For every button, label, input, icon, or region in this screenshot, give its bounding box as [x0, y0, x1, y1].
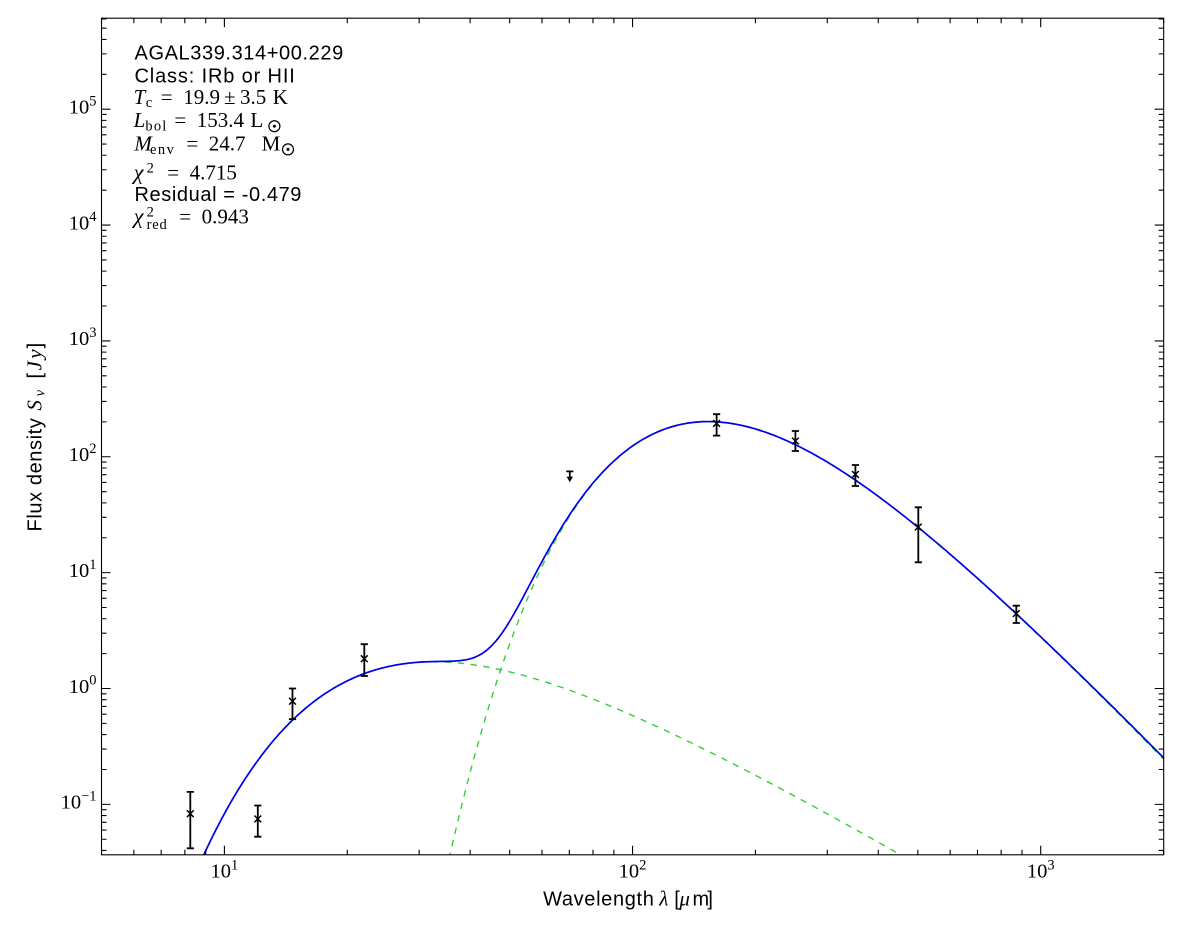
- svg-text:2: 2: [147, 205, 154, 221]
- svg-text:[: [: [674, 888, 680, 910]
- svg-text:env: env: [150, 142, 175, 158]
- svg-text:4.715: 4.715: [190, 160, 237, 184]
- svg-text:T: T: [134, 85, 147, 109]
- svg-text:y: y: [22, 349, 46, 361]
- svg-text:0.943: 0.943: [202, 205, 249, 229]
- svg-text:K: K: [273, 85, 288, 109]
- svg-text:χ: χ: [132, 204, 145, 229]
- svg-text:3.5: 3.5: [240, 85, 266, 109]
- svg-text:19.9: 19.9: [183, 85, 220, 109]
- svg-text:M: M: [133, 132, 153, 156]
- svg-text:L: L: [250, 108, 263, 132]
- svg-text:χ: χ: [132, 159, 145, 184]
- svg-text:±: ±: [224, 85, 236, 109]
- svg-text:ν: ν: [33, 389, 49, 396]
- svg-text:]: ]: [24, 343, 46, 349]
- svg-text:=: =: [179, 205, 191, 229]
- svg-text:=: =: [167, 160, 179, 184]
- svg-text:[: [: [24, 373, 46, 379]
- svg-text:λ: λ: [658, 886, 668, 910]
- svg-text:=: =: [161, 85, 173, 109]
- svg-text:Flux density: Flux density: [24, 418, 46, 532]
- svg-text:M: M: [262, 132, 281, 156]
- svg-text:Residual = -0.479: Residual = -0.479: [135, 184, 303, 206]
- svg-text:Class: IRb or HII: Class: IRb or HII: [135, 66, 296, 88]
- svg-text:bol: bol: [145, 118, 167, 134]
- svg-text:L: L: [133, 108, 146, 132]
- svg-text:=: =: [174, 108, 186, 132]
- svg-text:24.7: 24.7: [209, 132, 246, 156]
- svg-text:=: =: [186, 132, 198, 156]
- svg-text:J: J: [22, 359, 46, 370]
- svg-text:AGAL339.314+00.229: AGAL339.314+00.229: [135, 43, 344, 65]
- svg-text:S: S: [22, 400, 46, 411]
- svg-text:red: red: [147, 217, 168, 233]
- svg-text:m: m: [693, 888, 710, 910]
- svg-text:]: ]: [707, 888, 713, 910]
- svg-text:Wavelength: Wavelength: [543, 888, 654, 910]
- svg-text:153.4: 153.4: [197, 108, 245, 132]
- svg-text:2: 2: [147, 160, 154, 176]
- svg-text:μ: μ: [678, 886, 690, 910]
- svg-text:10−1: 10−1: [61, 789, 97, 814]
- svg-text:c: c: [146, 95, 152, 111]
